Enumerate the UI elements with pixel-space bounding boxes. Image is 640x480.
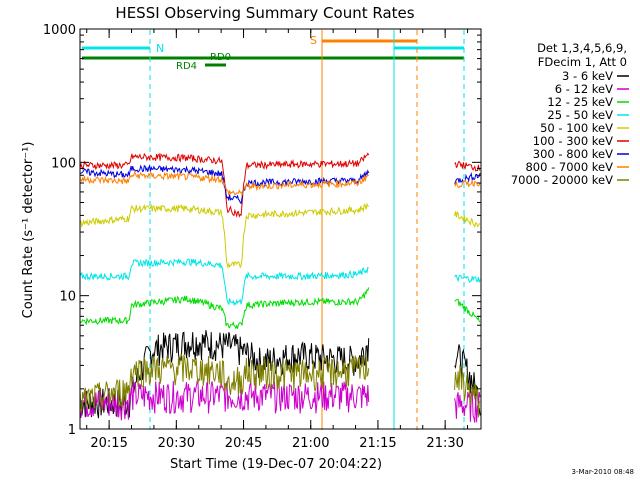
x-axis-label: Start Time (19-Dec-07 20:04:22) [170,457,382,472]
y-tick-label: 1 [68,423,76,438]
series-line-6 [79,152,370,218]
status-bars: N S RD4 RD0 [82,34,464,72]
series-layer [79,152,481,423]
y-tick-label: 100 [51,156,76,171]
series-line-5 [79,202,369,270]
legend-label-2: 6 - 12 keV [555,82,613,96]
x-tick-label: 20:45 [225,436,262,451]
series-line-9 [79,352,370,412]
legend-header-1: Det 1,3,4,5,6,9, [537,41,627,55]
rd4-label: RD4 [176,61,197,72]
x-tick-label: 20:30 [158,436,195,451]
x-tick-label: 20:15 [90,436,127,451]
series-line-4 [454,274,481,284]
y-axis: 1 10 100 1000 [43,23,481,438]
series-line-6 [454,160,481,172]
y-tick-label: 10 [59,290,76,305]
rd0-label: RD0 [210,52,231,63]
saa-label: S [310,34,317,47]
legend-label-5: 50 - 100 keV [540,121,613,135]
series-line-7 [454,172,481,185]
series-line-9 [454,364,481,418]
series-line-8 [454,179,481,189]
series-line-5 [454,211,481,228]
legend-label-9: 7000 - 20000 keV [511,173,613,187]
date-stamp: 3-Mar-2010 08:48 [572,468,634,476]
transition-markers [149,30,465,430]
legend-label-7: 300 - 800 keV [533,147,613,161]
chart-title: HESSI Observing Summary Count Rates [115,4,414,22]
series-line-8 [79,170,370,196]
series-line-4 [79,258,369,307]
series-line-3 [454,298,481,323]
legend-header-2: FDecim 1, Att 0 [538,55,627,69]
x-tick-label: 21:30 [426,436,463,451]
legend: Det 1,3,4,5,6,9, FDecim 1, Att 0 3 - 6 k… [511,41,629,187]
legend-label-6: 100 - 300 keV [533,134,613,148]
legend-label-4: 25 - 50 keV [547,108,613,122]
x-tick-label: 21:15 [359,436,396,451]
y-axis-label: Count Rate (s⁻¹ detector⁻¹) [21,142,36,319]
x-tick-label: 21:00 [292,436,329,451]
legend-label-1: 3 - 6 keV [562,69,613,83]
legend-label-8: 800 - 7000 keV [525,160,613,174]
legend-label-3: 12 - 25 keV [547,95,613,109]
series-line-3 [79,287,370,330]
series-line-7 [80,164,370,205]
x-axis: 20:15 20:30 20:45 21:00 21:15 21:30 [86,29,469,451]
y-tick-label: 1000 [43,23,76,38]
plot-frame [79,28,482,430]
series-line-2 [454,391,481,423]
night-label: N [156,42,164,55]
